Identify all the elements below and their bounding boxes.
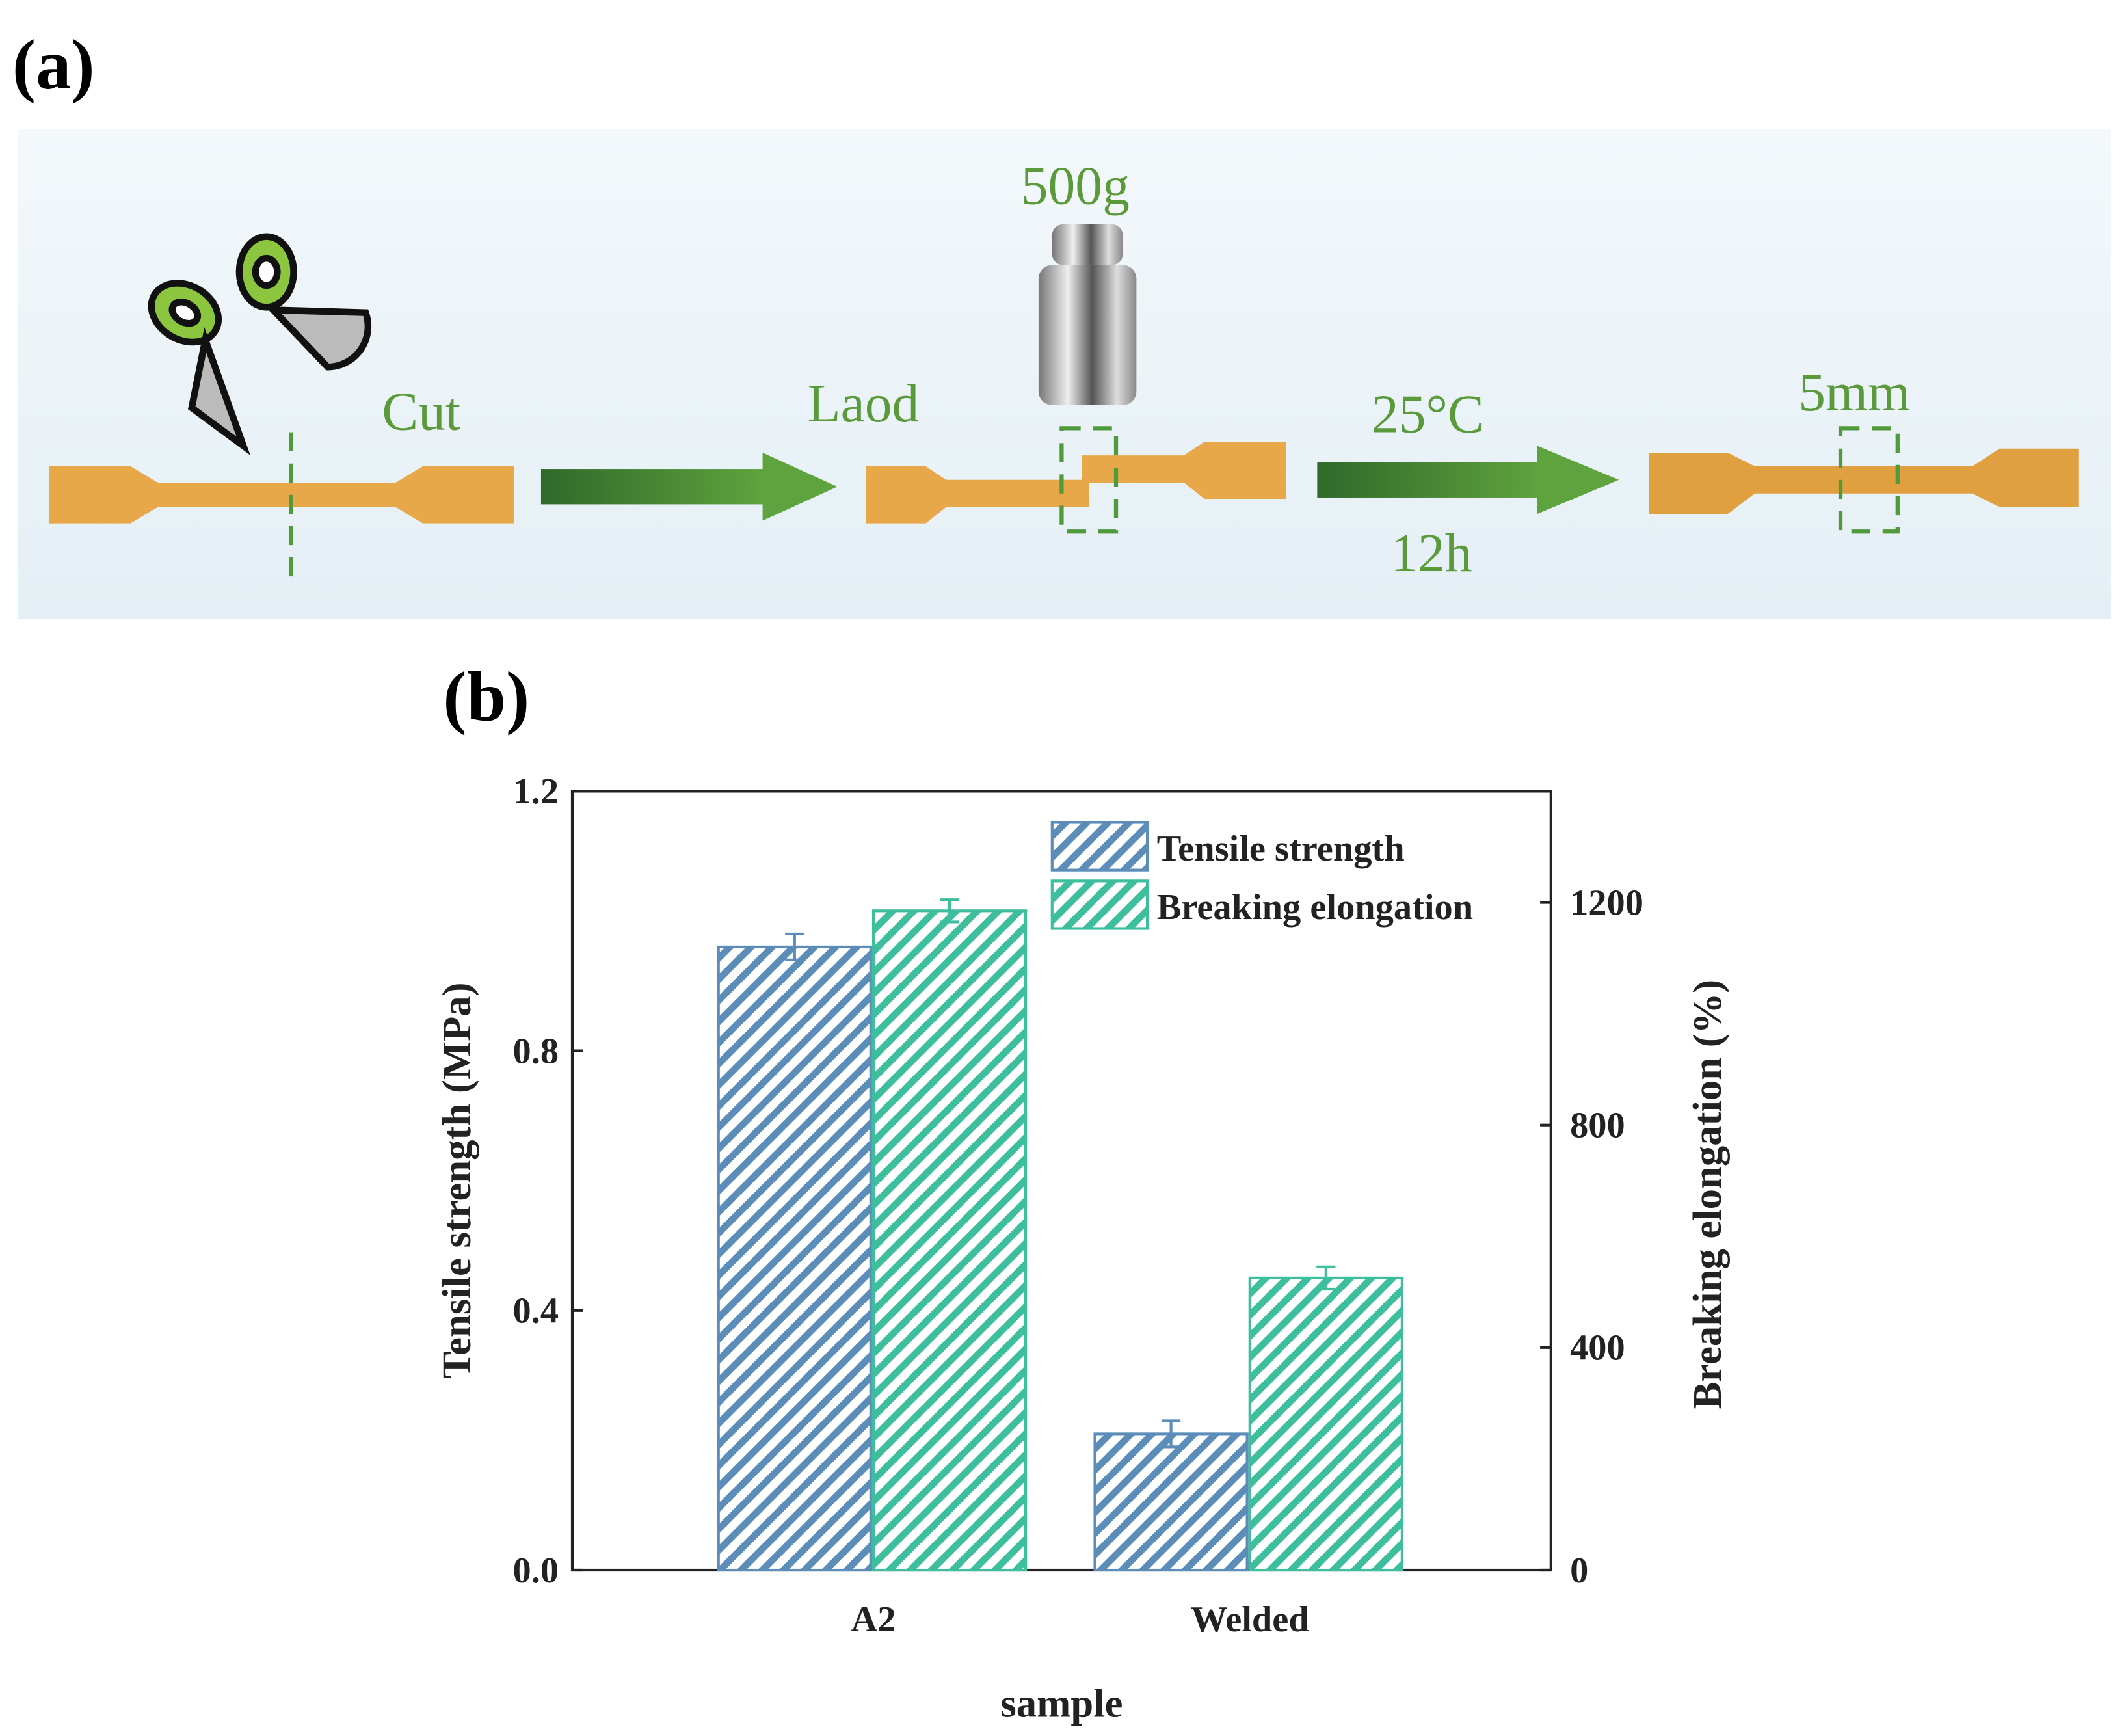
y-axis-label: Tensile strength (MPa) [434,982,479,1378]
specimen [1082,442,1286,500]
step-label: Laod [808,374,920,434]
y2-tick-label: 800 [1570,1105,1625,1145]
bar [1248,1276,1403,1572]
overlap-box [1059,426,1119,534]
y2-tick-label: 400 [1570,1328,1625,1369]
x-axis-label: sample [1000,1681,1123,1726]
weight-icon [1038,224,1137,405]
chart: 0.0 0.4 0.8 1.2 0 400 800 1200 A2 Welded sample Ten… [434,771,1730,1726]
x-tick-label: Welded [1191,1599,1309,1640]
step-label: 12h [1390,524,1472,583]
error-bar [1161,1419,1181,1449]
panel-label: (a) [12,25,95,104]
overlap-box [1838,426,1900,534]
scissors-icon [148,233,372,455]
step-label: 500g [1021,157,1130,217]
plot-frame [570,790,1552,1572]
specimen [49,466,514,524]
y2-axis-label: Breaking elongation (%) [1684,980,1730,1409]
legend-swatch [1050,821,1149,872]
step-label: 5mm [1798,363,1910,423]
y2-tick-label: 1200 [1570,883,1643,923]
legend-label: Tensile strength [1157,829,1405,869]
error-bar [785,932,804,961]
bar [717,945,872,1572]
error-bar [940,898,959,924]
specimen [866,466,1089,524]
y-tick-label: 1.2 [513,771,559,812]
arrow-head [1537,446,1619,514]
arrow-head [762,452,838,521]
y-tick-label: 0.8 [513,1031,559,1071]
step-label: Cut [382,382,460,442]
legend-label: Breaking elongation [1157,887,1473,928]
error-bar [1316,1265,1336,1291]
panel-label: (b) [443,658,529,736]
arrow [1317,462,1542,498]
bar [1093,1432,1249,1572]
y2-tick-label: 0 [1570,1551,1588,1591]
specimen [1649,448,2079,514]
arrow [540,469,765,505]
legend-swatch [1050,879,1149,930]
bar [871,909,1028,1572]
x-tick-label: A2 [851,1599,896,1640]
y-tick-label: 0.0 [513,1551,559,1591]
step-label: 25°C [1372,385,1484,445]
y-tick-label: 0.4 [513,1291,559,1331]
